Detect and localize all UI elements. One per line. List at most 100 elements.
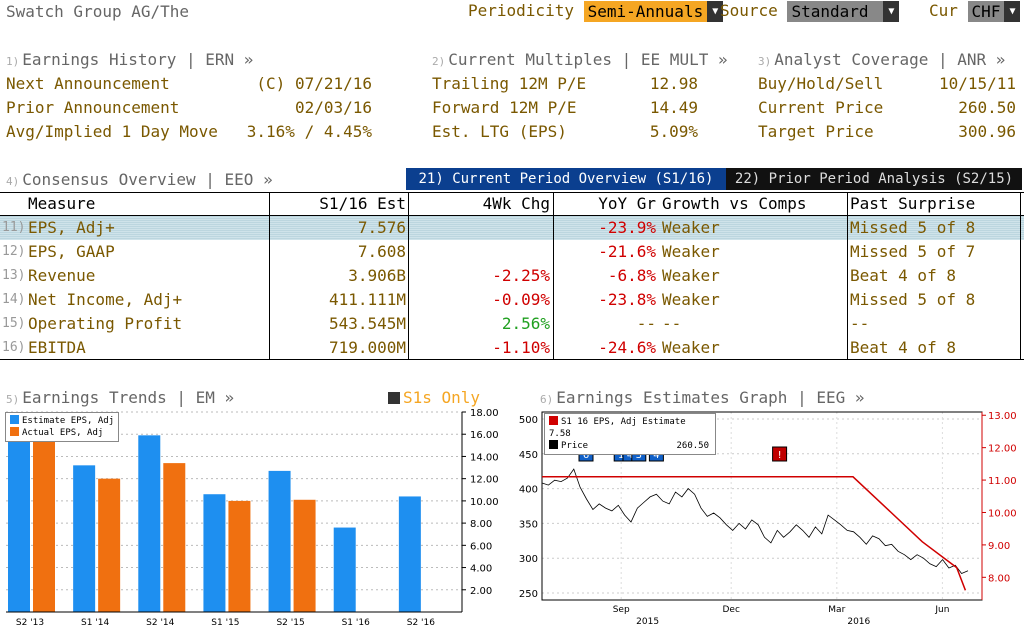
col-estimate[interactable]: S1/16 Est [319,194,406,213]
x-tick-label: Dec [722,605,739,615]
tab-current-period[interactable]: 21) Current Period Overview (S1/16) [406,168,726,190]
periodicity-label: Periodicity [468,1,574,20]
x-tick-label: S2 '14 [146,618,175,628]
legend-value: 260.50 [676,441,709,451]
checkbox-icon[interactable] [388,392,400,404]
current-multiples-title[interactable]: 2) Current Multiples | EE MULT » [432,50,728,74]
table-row[interactable]: 12) EPS, GAAP 7.608 -21.6% Weaker Missed… [0,240,1024,264]
currency-control[interactable]: Cur CHF ▼ [929,1,1021,22]
row-value: 12.98 [649,74,698,93]
analyst-coverage-title[interactable]: 3) Analyst Coverage | ANR » [758,50,1020,74]
section-index: 4) [6,175,20,188]
tab-prior-period[interactable]: 22) Prior Period Analysis (S2/15) [726,168,1022,190]
past-surprise: Beat 4 of 8 [850,266,956,285]
row-index: 11) [2,220,26,235]
consensus-title[interactable]: 4) Consensus Overview | EEO » [6,170,273,189]
yoy-growth: -- [636,314,656,333]
right-tick-label: 10.00 [988,508,1017,519]
column-divider [408,192,409,360]
y-tick-label: 8.00 [470,519,492,530]
col-yoy-gr[interactable]: YoY Gr [598,194,656,213]
growth-vs-comps: Weaker [662,290,720,309]
legend-item: Actual EPS, Adj [10,427,114,439]
measure-name: EBITDA [28,338,86,357]
bar [293,499,316,612]
estimate-value: 411.111M [328,290,406,309]
estimate-value: 3.906B [348,266,406,285]
x-tick-label: S2 '15 [276,618,304,628]
target-price-row: Target Price 300.96 [758,122,1020,146]
x-tick-label: Jun [934,605,949,615]
table-row[interactable]: 11) EPS, Adj+ 7.576 -23.9% Weaker Missed… [0,216,1024,240]
section-title: Earnings Trends | EM » [22,388,235,407]
line-chart-legend: S1 16 EPS, Adj Estimate 7.58 Price 260.50 [544,413,716,455]
source-dropdown[interactable]: Standard ▼ [787,1,900,22]
y-tick-label: 4.00 [470,564,492,575]
table-row[interactable]: 16) EBITDA 719.000M -1.10% -24.6% Weaker… [0,336,1024,360]
table-bottom-rule [0,359,1024,360]
estimate-value: 543.545M [328,314,406,333]
earnings-trends-chart: 18.00 16.00 14.00 12.00 10.00 8.00 6.00 4.00 2.0… [6,408,499,628]
event-marker [772,446,788,462]
left-tick-label: 500 [519,415,538,426]
column-divider [269,192,270,360]
growth-vs-comps: -- [662,314,682,333]
s1s-only-toggle[interactable]: S1s Only [388,388,480,407]
section-index: 3) [758,55,772,68]
consensus-table-header: Measure S1/16 Est 4Wk Chg YoY Gr Growth … [0,192,1024,216]
x-tick-label: Mar [828,605,845,615]
implied-move-row: Avg/Implied 1 Day Move 3.16% / 4.45% [6,122,376,146]
estimates-graph-title[interactable]: 6) Earnings Estimates Graph | EEG » [540,388,865,407]
yoy-growth: -23.9% [598,218,656,237]
col-measure[interactable]: Measure [28,194,96,213]
growth-vs-comps: Weaker [662,266,720,285]
left-tick-label: 350 [519,519,538,530]
left-tick-label: 250 [519,589,538,600]
yoy-growth: -24.6% [598,338,656,357]
y-tick-label: 12.00 [470,475,499,486]
bar [203,494,226,612]
table-row[interactable]: 15) Operating Profit 543.545M 2.56% -- -… [0,312,1024,336]
bar [398,496,421,612]
col-4wk-chg[interactable]: 4Wk Chg [482,194,550,213]
measure-name: Operating Profit [28,314,183,333]
source-control[interactable]: Source Standard ▼ [720,1,900,22]
bar [228,500,251,612]
legend-swatch [10,415,19,424]
earnings-trends-title[interactable]: 5) Earnings Trends | EM » [6,388,234,407]
x-tick-label: S2 '13 [16,618,44,628]
x-tick-label: S1 '16 [342,618,371,628]
col-growth-vs-comps[interactable]: Growth vs Comps [662,194,807,213]
past-surprise: -- [850,314,870,333]
table-row[interactable]: 14) Net Income, Adj+ 411.111M -0.09% -23… [0,288,1024,312]
column-divider [553,192,554,360]
y-tick-label: 18.00 [470,408,499,419]
estimate-value: 7.608 [357,242,406,261]
periodicity-control[interactable]: Periodicity Semi-Annuals ▼ [468,1,724,22]
periodicity-dropdown[interactable]: Semi-Annuals ▼ [583,1,724,22]
four-week-change: -1.10% [492,338,550,357]
row-label: Est. LTG (EPS) [432,122,567,141]
ltg-row: Est. LTG (EPS) 5.09% [432,122,700,146]
earnings-history-section: 1) Earnings History | ERN » Next Announce… [6,50,376,146]
column-divider [1020,192,1021,360]
buy-hold-sell-row: Buy/Hold/Sell 10/15/11 [758,74,1020,98]
current-multiples-section: 2) Current Multiples | EE MULT » Trailing… [432,50,728,146]
currency-dropdown[interactable]: CHF ▼ [967,1,1021,22]
col-past-surprise[interactable]: Past Surprise [850,194,976,213]
forward-pe-row: Forward 12M P/E 14.49 [432,98,700,122]
x-axis: S2 '13 S1 '14 S2 '14 S1 '15 S2 '15 S1 '16 S2 '… [6,611,462,628]
chevron-down-icon[interactable]: ▼ [883,1,900,22]
section-index: 2) [432,55,446,68]
right-tick-label: 8.00 [988,573,1010,584]
next-announcement-row: Next Announcement (C) 07/21/16 [6,74,376,98]
row-label: Buy/Hold/Sell [758,74,884,93]
x-tick-label: S2 '16 [407,618,436,628]
x-tick-label: S1 '15 [211,618,239,628]
chevron-down-icon[interactable]: ▼ [1004,1,1021,22]
row-index: 13) [2,268,26,283]
chevron-down-icon[interactable]: ▼ [707,1,724,22]
legend-item: S1 16 EPS, Adj Estimate 7.58 [549,416,711,440]
earnings-history-title[interactable]: 1) Earnings History | ERN » [6,50,376,74]
table-row[interactable]: 13) Revenue 3.906B -2.25% -6.8% Weaker B… [0,264,1024,288]
